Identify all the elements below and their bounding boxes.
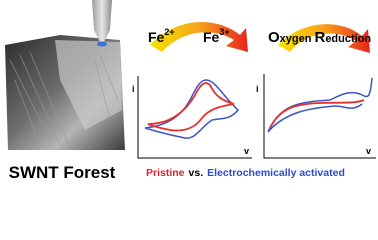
product-charge: 3+ [219,27,229,37]
pristine-curve [269,99,365,129]
activated-curve [267,77,373,133]
axes [263,74,376,159]
y-axis-label: i [256,84,259,94]
reaction-arrow [150,22,248,52]
title-initial: R [314,29,325,46]
sem-image [5,0,125,150]
product: Fe [203,29,220,45]
x-axis-label: v [244,146,249,156]
reactant-charge: 2+ [164,27,174,37]
reactant: Fe [148,29,165,45]
reaction-text: Oxygen Reduction [268,29,371,46]
reaction-arrow [278,24,370,53]
title-rest: xygen [280,33,312,45]
y-axis-label: i [132,84,135,94]
reaction-text: Fe3+ [203,27,230,45]
image-label: SWNT Forest [9,163,116,182]
title-rest: eduction [325,33,371,45]
x-axis-label: v [366,146,371,156]
legend: Pristine vs. Electrochemically activated [146,167,345,179]
axes [137,76,252,159]
reaction-text: Fe2+ [148,27,175,45]
graphical-abstract: SWNT Forest Fe2+ Fe3+ i v Oxygen Reductio… [5,0,376,182]
pristine-curve [147,82,235,132]
title-initial: O [268,29,280,46]
legend-separator: vs. [189,167,204,179]
legend-activated: Electrochemically activated [207,167,345,179]
activated-curve [144,79,240,139]
legend-pristine: Pristine [146,167,185,179]
